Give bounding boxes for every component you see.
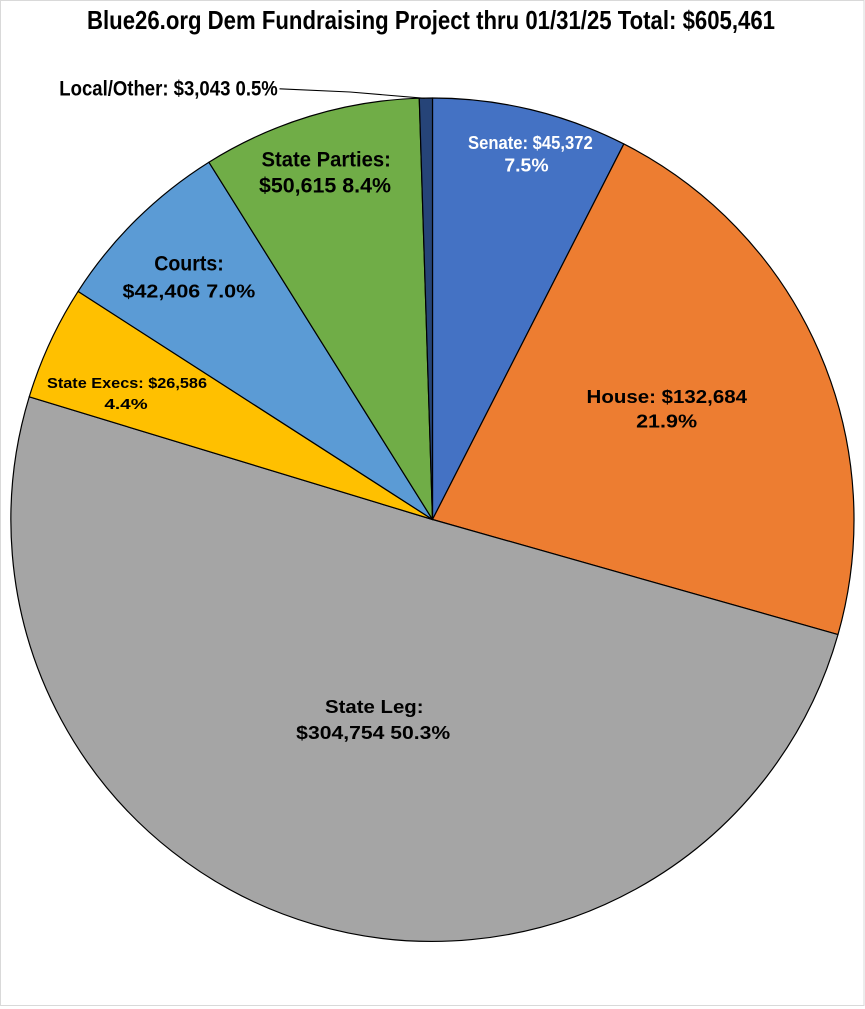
svg-text:House: $132,684: House: $132,684 [587, 387, 748, 407]
svg-text:State Leg:: State Leg: [325, 696, 424, 717]
svg-text:7.5%: 7.5% [504, 155, 548, 175]
svg-text:Blue26.org Dem Fundraising Pro: Blue26.org Dem Fundraising Project thru … [87, 7, 775, 35]
svg-text:State Execs: $26,586: State Execs: $26,586 [47, 376, 207, 392]
svg-text:$42,406 7.0%: $42,406 7.0% [122, 281, 255, 301]
svg-text:$50,615 8.4%: $50,615 8.4% [259, 174, 391, 197]
svg-text:21.9%: 21.9% [636, 411, 697, 431]
svg-text:Senate: $45,372: Senate: $45,372 [468, 133, 593, 153]
svg-text:4.4%: 4.4% [104, 397, 147, 413]
svg-text:Courts:: Courts: [154, 252, 224, 275]
svg-text:$304,754 50.3%: $304,754 50.3% [296, 722, 451, 743]
svg-text:State Parties:: State Parties: [261, 149, 391, 172]
svg-text:Local/Other: $3,043 0.5%: Local/Other: $3,043 0.5% [59, 77, 278, 100]
